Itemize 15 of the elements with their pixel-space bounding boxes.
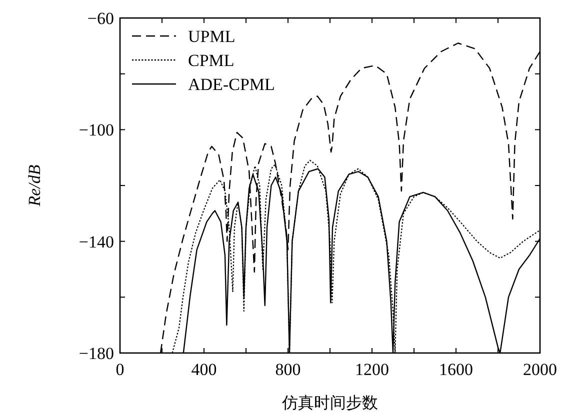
x-tick-label: 800 — [275, 360, 301, 379]
y-tick-label: −140 — [78, 232, 114, 252]
x-tick-label: 0 — [116, 360, 124, 379]
x-tick-label: 400 — [191, 360, 217, 379]
y-tick-label: −180 — [78, 344, 114, 363]
y-tick-label: −60 — [87, 9, 114, 28]
y-tick-label: −100 — [78, 120, 114, 140]
x-axis-title: 仿真时间步数 — [281, 394, 378, 412]
x-tick-label: 1200 — [355, 360, 389, 379]
x-tick-label: 2000 — [523, 360, 557, 379]
legend-label: UPML — [188, 27, 236, 46]
y-axis-title: Re/dB — [25, 164, 44, 208]
x-tick-label: 1600 — [439, 360, 473, 379]
legend-label: CPML — [188, 51, 234, 70]
legend-label: ADE-CPML — [188, 75, 275, 94]
